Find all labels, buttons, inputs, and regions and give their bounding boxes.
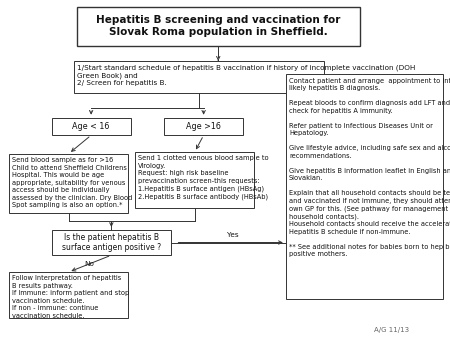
- Text: Age >16: Age >16: [186, 122, 221, 131]
- Text: Hepatitis B screening and vaccination for
Slovak Roma population in Sheffield.: Hepatitis B screening and vaccination fo…: [96, 16, 341, 37]
- FancyBboxPatch shape: [164, 118, 243, 135]
- Text: Is the patient hepatitis B
surface antigen positive ?: Is the patient hepatitis B surface antig…: [62, 233, 161, 252]
- FancyBboxPatch shape: [74, 61, 324, 93]
- FancyBboxPatch shape: [52, 230, 171, 255]
- FancyBboxPatch shape: [52, 118, 130, 135]
- Text: Follow Interpretation of hepatitis
B results pathway.
If Immune: inform patient : Follow Interpretation of hepatitis B res…: [12, 275, 130, 319]
- Text: Send blood sample as for >16
Child to attend Sheffield Childrens
Hospital. This : Send blood sample as for >16 Child to at…: [12, 157, 133, 208]
- FancyBboxPatch shape: [76, 7, 360, 46]
- FancyBboxPatch shape: [9, 272, 128, 318]
- Text: Age < 16: Age < 16: [72, 122, 110, 131]
- Text: Yes: Yes: [227, 233, 238, 239]
- FancyBboxPatch shape: [286, 74, 443, 299]
- Text: Contact patient and arrange  appointment to inform of
likely hepatitis B diagnos: Contact patient and arrange appointment …: [289, 78, 450, 257]
- Text: Send 1 clotted venous blood sample to
Virology.
Request: high risk baseline
prev: Send 1 clotted venous blood sample to Vi…: [138, 155, 269, 200]
- Text: 1/Start standard schedule of hepatitis B vaccination if history of incomplete va: 1/Start standard schedule of hepatitis B…: [77, 64, 416, 86]
- Text: No: No: [84, 261, 94, 267]
- FancyBboxPatch shape: [9, 154, 128, 213]
- FancyBboxPatch shape: [135, 152, 254, 208]
- Text: A/G 11/13: A/G 11/13: [374, 327, 409, 333]
